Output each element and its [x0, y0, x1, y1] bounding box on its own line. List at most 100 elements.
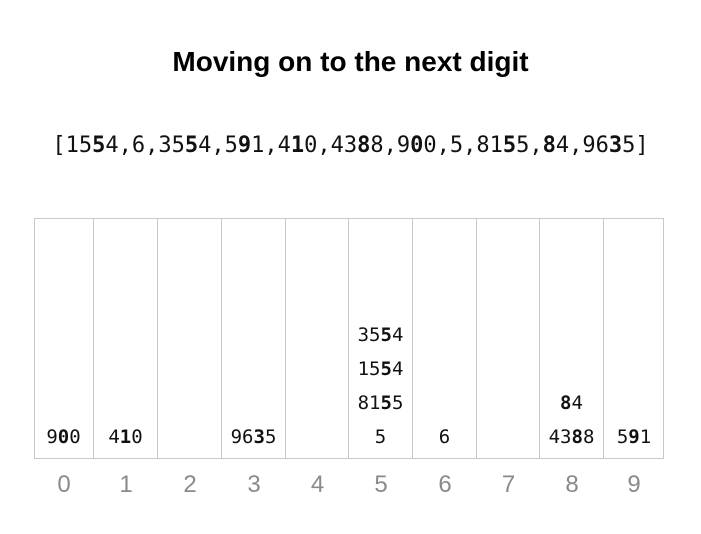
bucket-grid	[34, 218, 664, 459]
number-trailing-digits: 6	[438, 426, 451, 448]
number-leading-digits: 9	[46, 426, 58, 448]
bucket-label-1: 1	[119, 471, 133, 498]
current-digit: 5	[184, 133, 199, 158]
bucket-number: 84	[560, 392, 583, 414]
number-trailing-digits: 0	[131, 426, 143, 448]
array-item: 8155	[476, 133, 529, 158]
bucket-number: 591	[617, 426, 651, 448]
current-digit: 8	[560, 392, 572, 414]
number-leading-digits: 96	[582, 133, 609, 158]
current-digit: 0	[410, 133, 424, 158]
number-trailing-digits: 5	[516, 133, 530, 158]
bucket-number: 3554	[358, 324, 404, 346]
bucket-number: 410	[108, 426, 142, 448]
bucket-label-3: 3	[247, 471, 261, 498]
array-separator: ,	[317, 133, 331, 158]
current-digit: 1	[119, 426, 132, 448]
bucket-item: 84	[540, 391, 603, 415]
page-title: Moving on to the next digit	[172, 46, 529, 77]
number-trailing-digits: 1	[251, 133, 265, 158]
array-separator: ,	[145, 133, 159, 158]
bucket-item: 8155	[349, 391, 412, 415]
array-separator: ,	[463, 133, 477, 158]
number-leading-digits: 15	[65, 133, 93, 158]
bucket-number: 900	[46, 426, 80, 448]
array-item: 4388	[331, 133, 384, 158]
current-digit: 5	[502, 133, 517, 158]
bucket-label-8: 8	[565, 471, 579, 498]
bucket-item: 900	[34, 425, 93, 449]
current-digit: 0	[57, 426, 70, 448]
current-digit: 8	[542, 133, 556, 158]
number-leading-digits: 9	[396, 133, 411, 158]
bucket-label-4: 4	[310, 471, 325, 498]
bucket-item: 3554	[349, 323, 412, 347]
bucket-number: 9635	[231, 426, 277, 448]
bucket-item: 1554	[349, 357, 412, 381]
open-bracket: [	[52, 133, 66, 158]
number-trailing-digits: 5	[449, 133, 464, 158]
bucket-4	[286, 218, 349, 459]
number-trailing-digits: 4	[391, 358, 404, 380]
current-digit: 3	[608, 133, 623, 158]
bucket-number: 1554	[358, 358, 404, 380]
number-trailing-digits: 4	[105, 133, 119, 158]
number-leading-digits: 81	[357, 392, 381, 414]
number-leading-digits: 15	[357, 358, 381, 380]
number-leading-digits: 4	[277, 133, 291, 158]
current-digit: 5	[380, 324, 392, 346]
array-separator: ,	[118, 133, 132, 158]
close-bracket: ]	[635, 133, 649, 158]
number-trailing-digits: 4	[391, 324, 404, 346]
bucket-item: 4388	[540, 425, 603, 449]
bucket-item: 410	[94, 425, 157, 449]
current-digit: 5	[380, 392, 392, 414]
bucket-label-7: 7	[501, 471, 516, 498]
bucket-number: 5	[375, 426, 386, 448]
number-trailing-digits: 4	[198, 133, 212, 158]
bucket-label-6: 6	[438, 471, 452, 498]
array-separator: ,	[211, 133, 225, 158]
array-item: 3554	[158, 133, 211, 158]
array-separator: ,	[264, 133, 278, 158]
number-trailing-digits: 1	[639, 426, 652, 448]
bucket-3: 9635	[222, 218, 286, 459]
array-item: 591	[225, 133, 265, 158]
number-trailing-digits: 0	[69, 426, 81, 448]
number-trailing-digits: 0	[304, 133, 318, 158]
bucket-item: 591	[604, 425, 664, 449]
array-separator: ,	[383, 133, 397, 158]
bucket-1: 410	[94, 218, 158, 459]
current-digit: 9	[237, 133, 252, 158]
array-separator: ,	[569, 133, 583, 158]
bucket-number: 6	[439, 426, 450, 448]
bucket-6: 6	[413, 218, 477, 459]
bucket-9: 591	[604, 218, 664, 459]
number-leading-digits: 35	[357, 324, 381, 346]
number-trailing-digits: 4	[555, 133, 570, 158]
number-trailing-digits: 5	[391, 392, 404, 414]
bucket-item: 5	[349, 425, 412, 449]
bucket-item: 9635	[222, 425, 285, 449]
bucket-2	[158, 218, 222, 459]
current-digit: 1	[290, 133, 305, 158]
number-trailing-digits: 5	[264, 426, 277, 448]
number-leading-digits: 35	[158, 133, 185, 158]
number-trailing-digits: 8	[370, 133, 384, 158]
number-trailing-digits: 4	[571, 392, 583, 414]
bucket-0: 900	[34, 218, 94, 459]
array-item: 900	[397, 133, 437, 158]
number-leading-digits: 43	[548, 426, 572, 448]
number-leading-digits: 5	[224, 133, 238, 158]
current-digit: 3	[253, 426, 265, 448]
bucket-number: 8155	[358, 392, 404, 414]
number-trailing-digits: 5	[622, 133, 636, 158]
number-leading-digits: 96	[230, 426, 254, 448]
bucket-7	[477, 218, 540, 459]
current-digit: 5	[92, 133, 106, 158]
number-trailing-digits: 5	[374, 426, 387, 448]
bucket-item: 6	[413, 425, 476, 449]
array-item: 9635	[582, 133, 635, 158]
array-item: 6	[132, 133, 145, 158]
bucket-label-9: 9	[627, 471, 641, 498]
